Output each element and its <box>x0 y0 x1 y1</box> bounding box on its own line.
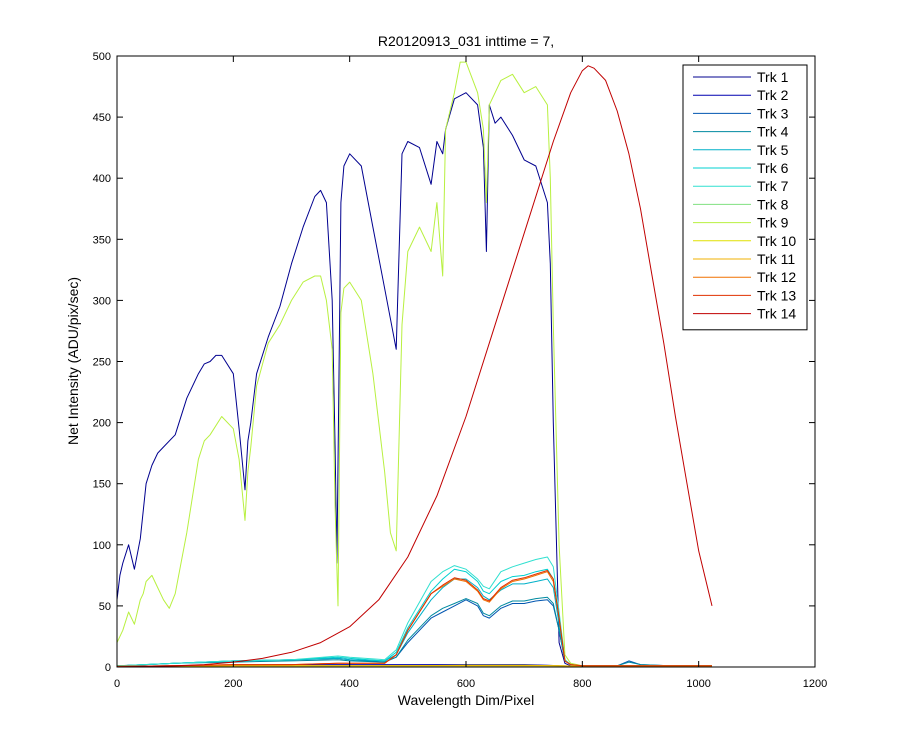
series-line-5 <box>116 578 712 667</box>
legend-label-3: Trk 3 <box>757 105 789 121</box>
legend-label-4: Trk 4 <box>757 124 789 140</box>
legend-box <box>682 64 808 331</box>
series-line-7 <box>116 556 712 667</box>
y-tick-label: 50 <box>99 601 111 613</box>
y-tick-label: 250 <box>93 357 111 369</box>
legend-label-12: Trk 12 <box>757 269 796 285</box>
y-tick-label: 200 <box>93 418 111 430</box>
tick-layer: 0 200 400 600 800 1000 1200 0 50 100 150 200 250 300 3… <box>93 51 828 690</box>
x-tick-label: 600 <box>457 678 475 690</box>
series-line-13 <box>116 570 712 667</box>
y-tick-label: 0 <box>105 662 111 674</box>
legend-label-11: Trk 11 <box>757 251 795 267</box>
y-tick-label: 150 <box>93 479 111 491</box>
series-line-9 <box>116 61 712 667</box>
legend-label-14: Trk 14 <box>757 306 796 322</box>
x-tick-label: 1000 <box>686 678 710 690</box>
legend-label-13: Trk 13 <box>757 287 796 303</box>
legend-label-8: Trk 8 <box>757 196 789 212</box>
legend: Trk 1 Trk 2 Trk 3 Trk 4 Trk 5 Trk 6 Trk 7 Trk 8… <box>682 64 808 331</box>
x-tick-label: 800 <box>573 678 591 690</box>
y-tick-label: 100 <box>93 540 111 552</box>
y-tick-label: 400 <box>93 173 111 185</box>
x-tick-label: 1200 <box>803 678 827 690</box>
series-layer <box>116 61 713 668</box>
legend-label-7: Trk 7 <box>757 178 789 194</box>
y-tick-label: 300 <box>93 295 111 307</box>
y-tick-label: 500 <box>93 51 111 63</box>
y-tick-label: 450 <box>93 112 111 124</box>
series-line-14 <box>116 65 713 668</box>
series-line-1 <box>116 92 712 667</box>
legend-label-9: Trk 9 <box>757 215 789 231</box>
x-tick-label: 0 <box>114 678 120 690</box>
series-line-11 <box>116 665 712 667</box>
y-tick-label: 350 <box>93 234 111 246</box>
y-axis-label: Net Intensity (ADU/pix/sec) <box>65 277 81 445</box>
legend-label-1: Trk 1 <box>757 69 789 85</box>
legend-label-6: Trk 6 <box>757 160 789 176</box>
legend-label-5: Trk 5 <box>757 142 789 158</box>
legend-label-10: Trk 10 <box>757 233 796 249</box>
x-tick-label: 200 <box>224 678 242 690</box>
x-tick-label: 400 <box>340 678 358 690</box>
x-axis-label: Wavelength Dim/Pixel <box>398 692 534 708</box>
chart-title: R20120913_031 inttime = 7, <box>378 33 554 49</box>
legend-label-2: Trk 2 <box>757 87 789 103</box>
